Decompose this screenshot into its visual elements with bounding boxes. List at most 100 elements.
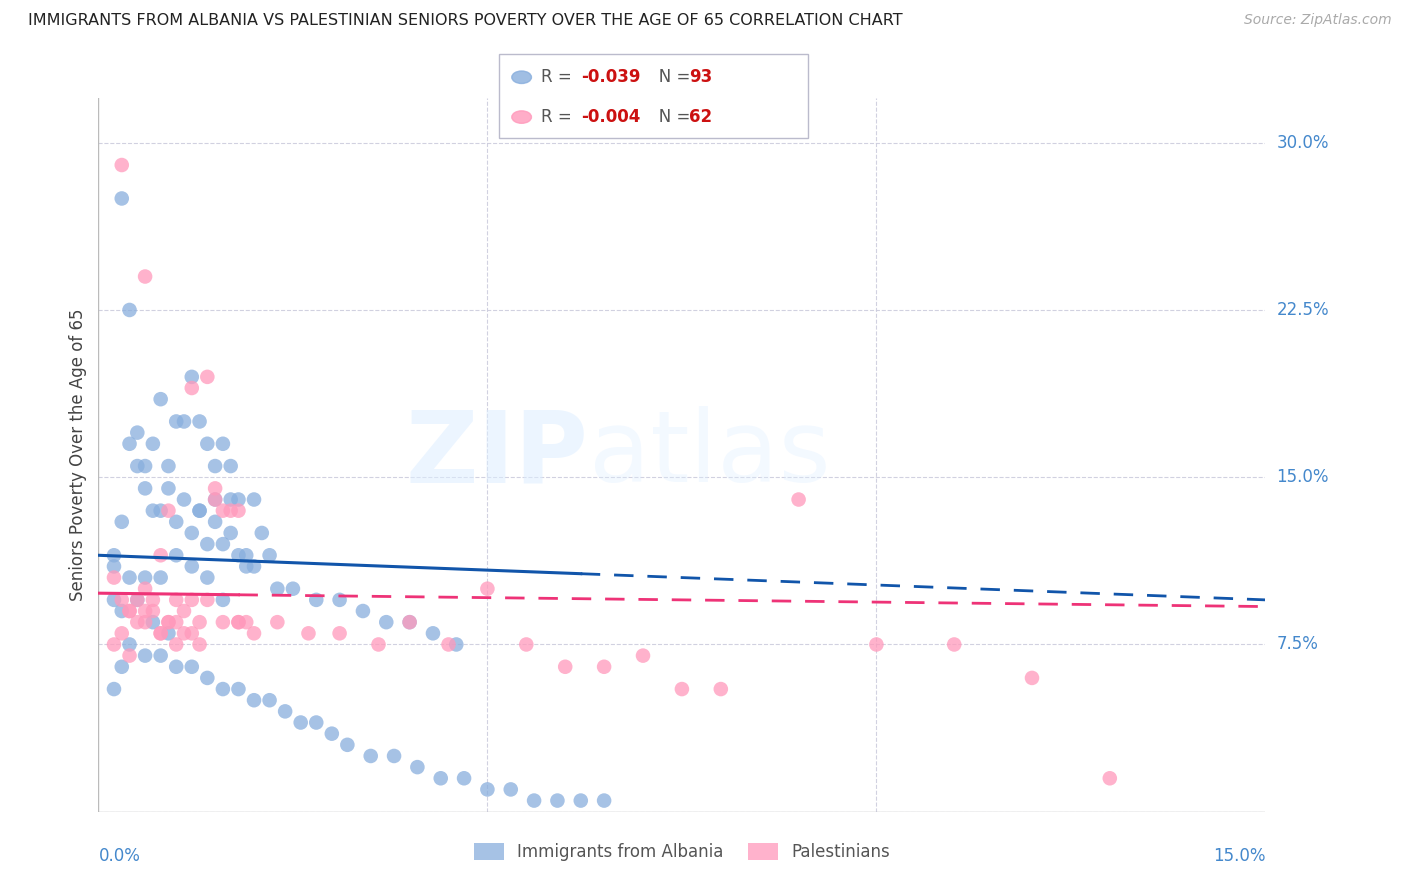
Text: atlas: atlas (589, 407, 830, 503)
Point (149, 548, 172, 563)
Point (188, 615, 211, 630)
Point (406, 760, 429, 774)
Point (477, 582, 499, 596)
Point (103, 681, 125, 696)
Point (173, 414, 195, 429)
Point (554, 660, 576, 674)
Point (329, 626, 352, 640)
Point (103, 571, 125, 585)
Point (499, 782, 522, 797)
Point (569, 794, 592, 808)
Point (477, 782, 499, 797)
Text: -0.039: -0.039 (581, 69, 640, 87)
Point (118, 604, 141, 618)
Point (398, 615, 420, 630)
Point (710, 681, 733, 696)
Text: R =: R = (541, 69, 578, 87)
Point (165, 548, 187, 563)
Point (219, 459, 242, 474)
Point (134, 604, 156, 618)
Point (165, 637, 187, 651)
Point (142, 615, 165, 630)
Point (103, 548, 125, 563)
Point (243, 559, 266, 574)
Point (142, 436, 165, 450)
Point (259, 693, 281, 707)
Point (212, 436, 235, 450)
Y-axis label: Seniors Poverty Over the Age of 65: Seniors Poverty Over the Age of 65 (69, 309, 87, 601)
Point (103, 637, 125, 651)
Point (235, 559, 257, 574)
Point (165, 660, 187, 674)
Point (266, 615, 288, 630)
Point (212, 592, 235, 607)
Point (118, 648, 141, 663)
Point (212, 537, 235, 551)
Point (195, 671, 218, 685)
Point (787, 492, 810, 507)
Point (212, 681, 235, 696)
Text: 0.0%: 0.0% (98, 847, 141, 865)
Point (127, 425, 149, 440)
Point (111, 592, 134, 607)
Point (134, 459, 156, 474)
Point (671, 681, 693, 696)
Point (195, 571, 218, 585)
Point (149, 626, 172, 640)
Point (180, 526, 202, 541)
Point (157, 503, 180, 517)
Point (134, 582, 156, 596)
Point (111, 626, 134, 640)
Point (142, 604, 165, 618)
Text: -0.004: -0.004 (581, 108, 640, 126)
Point (204, 492, 226, 507)
Text: 93: 93 (689, 69, 713, 87)
Point (165, 515, 187, 529)
Point (127, 592, 149, 607)
Point (228, 615, 250, 630)
Point (157, 459, 180, 474)
Point (593, 660, 616, 674)
Point (631, 648, 654, 663)
Point (188, 414, 211, 429)
Point (352, 604, 374, 618)
Point (180, 626, 202, 640)
Point (165, 592, 187, 607)
Point (118, 571, 141, 585)
Point (1021, 671, 1043, 685)
Text: ZIP: ZIP (406, 407, 589, 503)
Point (173, 492, 195, 507)
Point (142, 592, 165, 607)
Point (274, 705, 297, 719)
Point (180, 381, 202, 395)
Point (219, 492, 242, 507)
Point (453, 771, 475, 786)
Point (398, 615, 420, 630)
Point (157, 626, 180, 640)
Text: R =: R = (541, 108, 578, 126)
Point (515, 637, 537, 651)
Point (127, 592, 149, 607)
Point (360, 749, 382, 764)
Point (127, 615, 149, 630)
Point (943, 637, 966, 651)
Point (204, 515, 226, 529)
Point (180, 592, 202, 607)
Point (228, 548, 250, 563)
Point (180, 660, 202, 674)
Point (157, 615, 180, 630)
Point (149, 392, 172, 407)
Point (321, 726, 343, 740)
Point (243, 492, 266, 507)
Point (250, 526, 273, 541)
Point (228, 681, 250, 696)
Point (228, 615, 250, 630)
Point (173, 626, 195, 640)
Point (149, 571, 172, 585)
Point (204, 492, 226, 507)
Point (157, 615, 180, 630)
Point (195, 592, 218, 607)
Point (149, 648, 172, 663)
Point (134, 615, 156, 630)
Point (195, 369, 218, 384)
